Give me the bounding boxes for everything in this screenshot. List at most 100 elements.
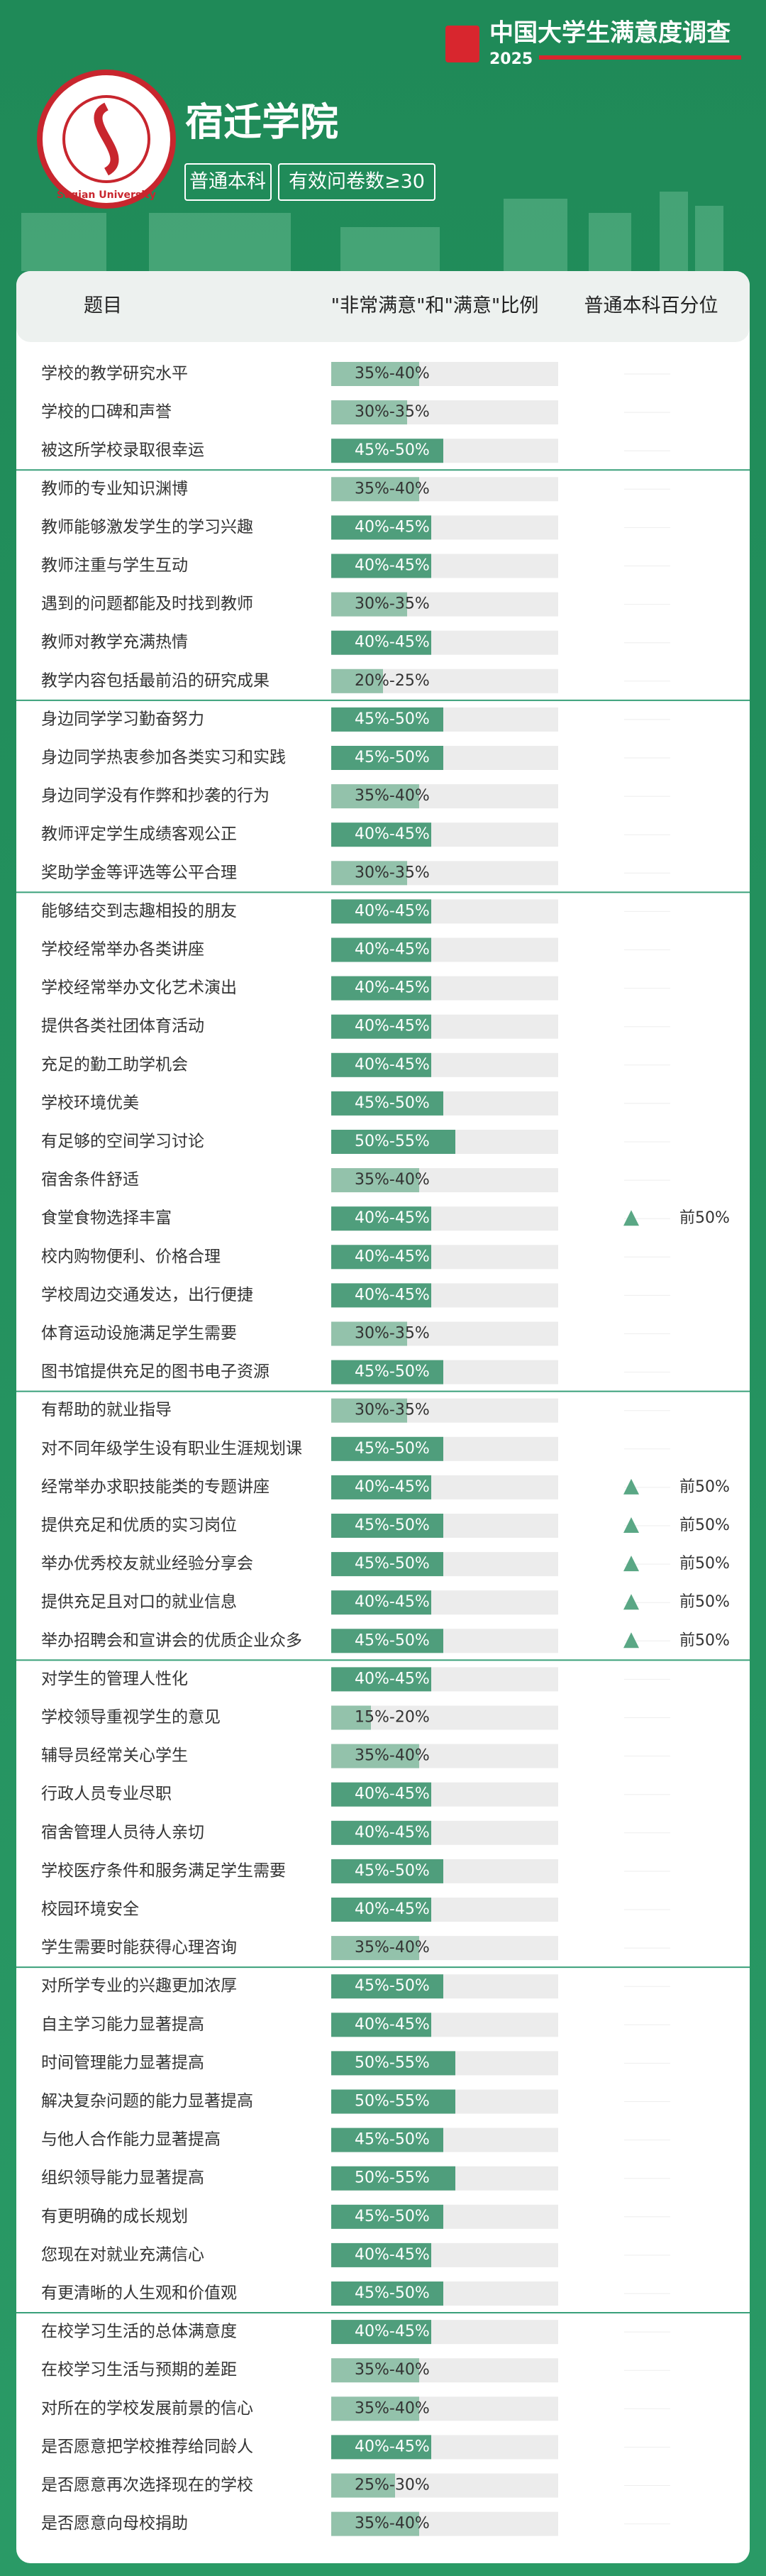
row-label: 自主学习能力显著提高 xyxy=(41,2015,204,2034)
ratio-bar xyxy=(331,2511,419,2536)
ratio-bar xyxy=(331,2013,431,2037)
ratio-label: 45%-50% xyxy=(355,2208,430,2225)
percentile-label: 前50% xyxy=(679,1478,730,1496)
column-header: "非常满意"和"满意"比例 xyxy=(331,295,539,317)
ratio-label: 40%-45% xyxy=(355,1824,430,1842)
row-label: 身边同学热衷参加各类实习和实践 xyxy=(41,749,286,767)
row-label: 身边同学学习勤奋努力 xyxy=(41,710,204,728)
ratio-label: 45%-50% xyxy=(355,441,430,459)
ratio-bar xyxy=(331,1321,407,1346)
row-label: 宿舍条件舒适 xyxy=(41,1171,139,1189)
ratio-bar xyxy=(331,746,443,770)
ratio-label: 45%-50% xyxy=(355,1555,430,1573)
brand: 中国大学生满意度调查 xyxy=(489,19,731,48)
row-label: 组织领导能力显著提高 xyxy=(41,2169,204,2187)
ratio-bar xyxy=(331,1514,443,1538)
row-label: 有足够的空间学习讨论 xyxy=(41,1133,204,1151)
ratio-bar xyxy=(331,2358,419,2383)
ratio-bar xyxy=(331,1130,455,1154)
ratio-label: 40%-45% xyxy=(355,2323,430,2340)
ratio-bar xyxy=(331,2204,443,2229)
ratio-label: 45%-50% xyxy=(355,2284,430,2302)
ratio-bar xyxy=(331,899,431,924)
ratio-label: 40%-45% xyxy=(355,1670,430,1688)
row-label: 教师注重与学生互动 xyxy=(41,556,188,575)
ratio-label: 30%-35% xyxy=(355,403,430,421)
ratio-bar xyxy=(331,2320,431,2345)
ratio-bar xyxy=(331,2242,431,2267)
percentile-label: 前50% xyxy=(679,1631,730,1649)
ratio-label: 40%-45% xyxy=(355,902,430,920)
ratio-label: 30%-35% xyxy=(355,1402,430,1419)
ratio-bar xyxy=(331,1744,419,1768)
logo-ring xyxy=(62,95,150,183)
ratio-label: 50%-55% xyxy=(355,2093,430,2110)
row-label: 充足的勤工助学机会 xyxy=(41,1055,188,1074)
row-label: 有帮助的就业指导 xyxy=(41,1401,172,1419)
ratio-label: 40%-45% xyxy=(355,1286,430,1304)
ratio-label: 45%-50% xyxy=(355,710,430,728)
percentile-label: 前50% xyxy=(679,1555,730,1573)
column-header: 普通本科百分位 xyxy=(584,295,718,317)
ratio-bar xyxy=(331,668,383,693)
percentile-marker xyxy=(623,1556,639,1572)
ratio-label: 45%-50% xyxy=(355,1440,430,1458)
percentile-marker xyxy=(623,1517,639,1533)
ratio-label: 30%-35% xyxy=(355,1325,430,1343)
ratio-label: 35%-40% xyxy=(355,1747,430,1765)
ratio-label: 45%-50% xyxy=(355,1862,430,1880)
ratio-label: 40%-45% xyxy=(355,1478,430,1496)
ratio-bar xyxy=(331,1168,419,1193)
row-label: 在校学习生活的总体满意度 xyxy=(41,2323,237,2341)
rows: 学校的教学研究水平 35%-40% 学校的口碑和声誉 30%-35% 被这所学校录取很幸… xyxy=(16,362,750,2536)
row-label: 学校经常举办各类讲座 xyxy=(41,940,204,959)
ratio-label: 45%-50% xyxy=(355,1517,430,1534)
ratio-label: 40%-45% xyxy=(355,634,430,651)
row-label: 学校的教学研究水平 xyxy=(41,365,188,383)
tag-box xyxy=(278,163,435,201)
percentile-marker xyxy=(623,1478,639,1495)
ratio-label: 40%-45% xyxy=(355,1209,430,1227)
ratio-bar xyxy=(331,400,407,425)
ratio-bar xyxy=(331,2089,455,2114)
row-label: 时间管理能力显著提高 xyxy=(41,2054,204,2072)
ratio-label: 20%-25% xyxy=(355,672,430,690)
row-label: 学生需要时能获得心理咨询 xyxy=(41,1939,237,1957)
ratio-label: 40%-45% xyxy=(355,1785,430,1803)
ratio-label: 45%-50% xyxy=(355,2131,430,2149)
ratio-label: 40%-45% xyxy=(355,1018,430,1035)
row-label: 提供充足且对口的就业信息 xyxy=(41,1593,237,1612)
ratio-label: 40%-45% xyxy=(355,2015,430,2033)
ratio-bar xyxy=(331,1206,431,1231)
ratio-bar xyxy=(331,554,431,578)
ratio-label: 35%-40% xyxy=(355,480,430,497)
year: 2025 xyxy=(489,50,533,68)
row-label: 举办优秀校友就业经验分享会 xyxy=(41,1555,253,1573)
ratio-bar xyxy=(331,2051,455,2076)
row-label: 教学内容包括最前沿的研究成果 xyxy=(41,671,270,690)
row-label: 经常举办求职技能类的专题讲座 xyxy=(41,1477,270,1496)
row-label: 解决复杂问题的能力显著提高 xyxy=(41,2092,253,2110)
ratio-label: 30%-35% xyxy=(355,864,430,881)
ratio-bar xyxy=(331,976,431,1001)
percentile-marker xyxy=(623,1594,639,1610)
ratio-label: 45%-50% xyxy=(355,1631,430,1649)
ratio-bar xyxy=(331,1398,407,1423)
ratio-label: 40%-45% xyxy=(355,1056,430,1074)
ratio-label: 50%-55% xyxy=(355,2169,430,2187)
row-label: 与他人合作能力显著提高 xyxy=(41,2130,221,2149)
ratio-label: 40%-45% xyxy=(355,557,430,575)
row-label: 对所学专业的兴趣更加浓厚 xyxy=(41,1977,237,1996)
ratio-bar xyxy=(331,1436,443,1461)
ratio-bar xyxy=(331,1283,431,1308)
ratio-bar xyxy=(331,2281,443,2306)
row-label: 是否愿意把学校推荐给同龄人 xyxy=(41,2438,253,2456)
ratio-label: 40%-45% xyxy=(355,825,430,843)
ratio-label: 45%-50% xyxy=(355,1977,430,1995)
row-label: 教师评定学生成绩客观公正 xyxy=(41,825,237,844)
ratio-label: 45%-50% xyxy=(355,1094,430,1112)
ratio-label: 40%-45% xyxy=(355,2246,430,2264)
row-label: 辅导员经常关心学生 xyxy=(41,1746,188,1765)
percentile-marker xyxy=(623,1210,639,1226)
